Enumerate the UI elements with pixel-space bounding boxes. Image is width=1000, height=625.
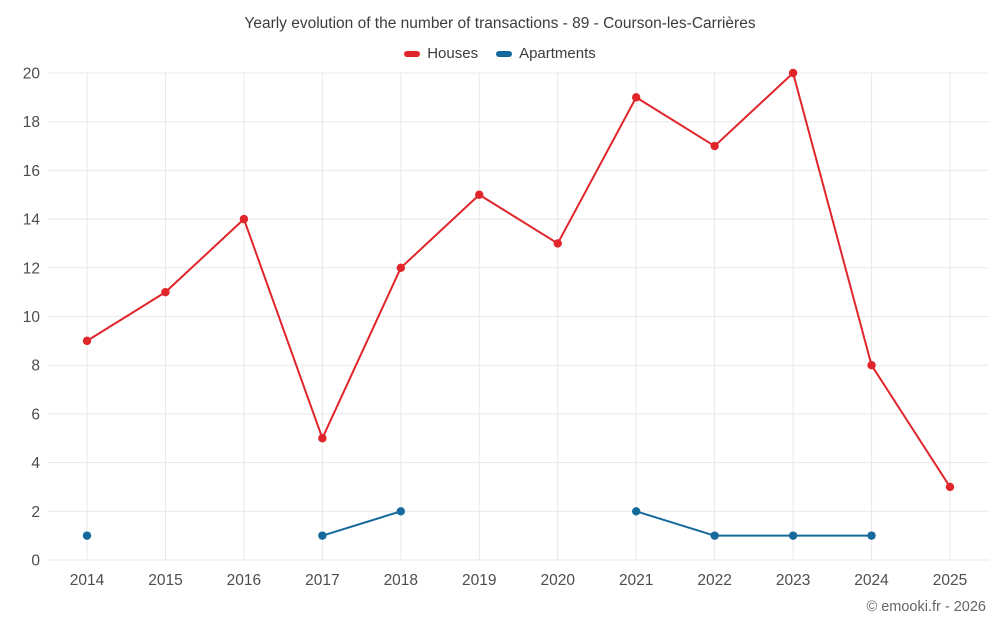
x-tick-label: 2019 — [462, 572, 496, 589]
y-tick-label: 16 — [23, 163, 40, 180]
copyright: © emooki.fr - 2026 — [866, 599, 986, 615]
data-point[interactable] — [239, 214, 249, 224]
x-tick-label: 2025 — [933, 572, 967, 589]
x-tick-label: 2018 — [384, 572, 418, 589]
y-tick-label: 4 — [31, 455, 40, 472]
y-tick-label: 8 — [31, 358, 40, 375]
data-point[interactable] — [396, 263, 406, 272]
y-tick-label: 20 — [23, 66, 41, 83]
data-point[interactable] — [161, 287, 170, 297]
data-point[interactable] — [867, 361, 876, 370]
x-tick-label: 2015 — [148, 572, 182, 589]
legend-item-apartments[interactable]: Apartments — [496, 45, 596, 62]
legend-label: Apartments — [519, 45, 596, 62]
y-tick-label: 12 — [23, 260, 40, 277]
data-point[interactable] — [788, 531, 798, 540]
y-tick-label: 14 — [23, 212, 41, 229]
x-tick-label: 2016 — [227, 572, 261, 589]
data-point[interactable] — [82, 531, 92, 540]
x-tick-label: 2023 — [776, 572, 810, 589]
legend-marker-icon — [496, 50, 513, 57]
legend-marker-icon — [404, 50, 421, 57]
legend-item-houses[interactable]: Houses — [404, 45, 478, 62]
y-tick-label: 6 — [31, 406, 40, 423]
series-line — [321, 510, 402, 537]
chart-title: Yearly evolution of the number of transa… — [244, 15, 756, 32]
data-point[interactable] — [710, 531, 719, 540]
x-tick-label: 2022 — [697, 572, 731, 589]
legend-label: Houses — [427, 45, 479, 62]
y-tick-label: 10 — [23, 309, 41, 326]
y-tick-label: 18 — [23, 114, 40, 131]
x-tick-label: 2020 — [540, 572, 575, 589]
chart-legend: Houses Apartments — [0, 45, 1000, 62]
data-point[interactable] — [631, 507, 641, 516]
series-line — [635, 510, 873, 537]
x-tick-label: 2014 — [70, 572, 105, 589]
data-point[interactable] — [867, 531, 876, 540]
data-point[interactable] — [553, 239, 562, 248]
series-line — [86, 72, 951, 488]
data-point[interactable] — [318, 531, 327, 540]
y-tick-label: 2 — [31, 504, 40, 521]
data-point[interactable] — [788, 68, 798, 78]
data-point[interactable] — [396, 507, 406, 516]
data-point[interactable] — [82, 336, 92, 346]
data-point[interactable] — [710, 141, 719, 151]
y-tick-label: 0 — [31, 553, 40, 570]
x-tick-label: 2024 — [854, 572, 889, 589]
x-tick-label: 2017 — [305, 572, 339, 589]
data-point[interactable] — [945, 482, 955, 492]
data-point[interactable] — [475, 190, 484, 199]
x-tick-label: 2021 — [619, 572, 653, 589]
data-point[interactable] — [631, 93, 641, 102]
data-point[interactable] — [318, 434, 327, 443]
